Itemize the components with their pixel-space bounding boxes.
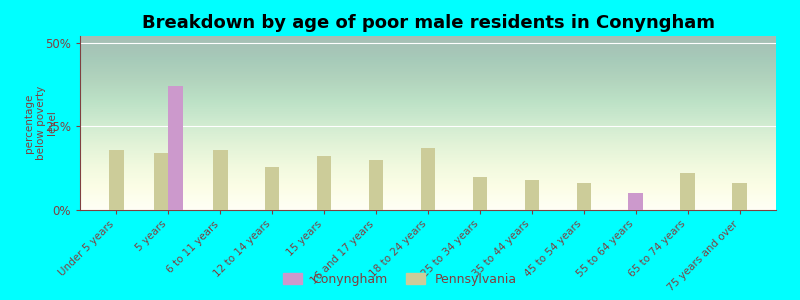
Bar — [154, 153, 168, 210]
Bar — [577, 183, 591, 210]
Bar — [421, 148, 435, 210]
Bar — [168, 86, 183, 210]
Bar — [681, 173, 695, 210]
Bar — [265, 167, 279, 210]
Bar — [629, 193, 643, 210]
Bar — [109, 150, 124, 210]
Bar — [525, 180, 539, 210]
Bar — [213, 150, 227, 210]
Bar — [473, 176, 487, 210]
Y-axis label: percentage
below poverty
level: percentage below poverty level — [24, 86, 58, 160]
Bar — [369, 160, 383, 210]
Legend: Conyngham, Pennsylvania: Conyngham, Pennsylvania — [278, 268, 522, 291]
Bar — [732, 183, 747, 210]
Title: Breakdown by age of poor male residents in Conyngham: Breakdown by age of poor male residents … — [142, 14, 714, 32]
Bar — [317, 157, 331, 210]
